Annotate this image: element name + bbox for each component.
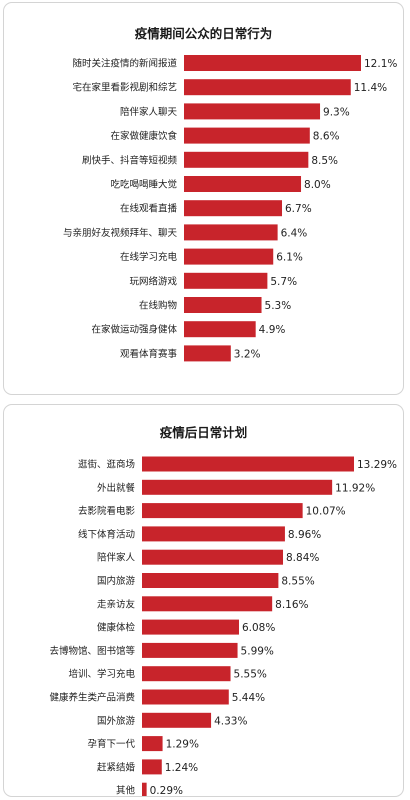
value-label: 6.1% — [276, 252, 303, 264]
bar — [184, 272, 268, 289]
chart-title: 疫情期间公众的日常行为 — [134, 26, 273, 41]
value-label: 8.16% — [275, 599, 308, 611]
category-label: 赶紧结婚 — [97, 761, 136, 773]
value-label: 0.29% — [150, 785, 183, 796]
bar — [142, 712, 212, 728]
bar — [142, 526, 285, 542]
category-label: 健康体检 — [97, 622, 136, 634]
bar — [142, 736, 163, 752]
bar — [142, 456, 354, 472]
value-label: 9.3% — [323, 106, 350, 118]
category-label: 去影院看电影 — [78, 505, 136, 517]
bar — [184, 248, 274, 265]
category-label: 吃吃喝喝睡大觉 — [110, 179, 177, 191]
category-label: 孕育下一代 — [87, 738, 135, 750]
chart-panel-post-epidemic-plans: 疫情后日常计划 逛街、逛商场 13.29% 外出就餐 11.92% 去影院看电影 10.0… — [3, 404, 404, 797]
bar-chart-post-epidemic-plans: 逛街、逛商场 13.29% 外出就餐 11.92% 去影院看电影 10.07% 线下体育活动… — [49, 456, 397, 796]
value-label: 5.99% — [241, 645, 274, 657]
category-label: 在线学习充电 — [120, 251, 178, 263]
bar — [184, 224, 278, 241]
bar — [184, 151, 309, 168]
value-label: 4.33% — [214, 715, 247, 727]
bar — [142, 642, 238, 658]
value-label: 6.4% — [281, 227, 308, 239]
value-label: 8.96% — [288, 529, 321, 541]
category-label: 玩网络游戏 — [129, 275, 177, 287]
category-label: 在家做健康饮食 — [110, 130, 177, 142]
category-label: 国内旅游 — [97, 575, 136, 587]
value-label: 5.55% — [234, 669, 267, 681]
bar — [184, 103, 321, 120]
value-label: 11.92% — [335, 482, 375, 494]
bar — [142, 596, 273, 612]
bar — [184, 321, 256, 338]
category-label: 观看体育赛事 — [120, 348, 178, 360]
value-label: 6.08% — [242, 622, 275, 634]
bar-chart-daily-behavior: 随时关注疫情的新闻报道 12.1% 宅在家里看影视剧和综艺 11.4% 陪伴家人聊天 9.… — [63, 55, 397, 362]
bar — [184, 345, 231, 362]
value-label: 1.29% — [166, 739, 199, 751]
value-label: 10.07% — [306, 506, 346, 518]
category-label: 去博物馆、图书馆等 — [49, 645, 135, 657]
bar — [142, 503, 303, 519]
value-label: 8.55% — [281, 576, 314, 588]
category-label: 培训、学习充电 — [68, 668, 135, 680]
value-label: 8.84% — [286, 552, 319, 564]
value-label: 8.6% — [313, 131, 340, 143]
bar — [184, 127, 310, 144]
category-label: 陪伴家人 — [97, 552, 136, 564]
category-label: 陪伴家人聊天 — [120, 106, 178, 118]
category-label: 走亲访友 — [97, 598, 136, 610]
value-label: 4.9% — [259, 324, 286, 336]
category-label: 与亲朋好友视频拜年、聊天 — [63, 227, 178, 239]
category-label: 其他 — [116, 785, 136, 796]
category-label: 在家做运动强身健体 — [91, 324, 177, 336]
value-label: 12.1% — [364, 58, 397, 70]
category-label: 宅在家里看影视剧和综艺 — [72, 82, 177, 94]
bar — [184, 297, 262, 313]
bar — [142, 573, 279, 588]
value-label: 5.7% — [270, 276, 297, 288]
category-label: 刷快手、抖音等短视频 — [82, 154, 178, 166]
category-label: 逛街、逛商场 — [78, 459, 135, 471]
category-label: 健康养生类产品消费 — [49, 692, 135, 704]
bar — [142, 479, 333, 495]
category-label: 外出就餐 — [97, 482, 136, 494]
value-label: 13.29% — [357, 459, 397, 471]
category-label: 在线观看直播 — [120, 203, 178, 215]
value-label: 1.24% — [165, 762, 198, 774]
value-label: 8.0% — [304, 179, 331, 191]
bar — [142, 666, 231, 682]
value-label: 6.7% — [285, 203, 312, 215]
value-label: 3.2% — [234, 348, 261, 360]
chart-panel-daily-behavior: 疫情期间公众的日常行为 随时关注疫情的新闻报道 12.1% 宅在家里看影视剧和综艺 1… — [3, 2, 404, 395]
value-label: 8.5% — [311, 155, 338, 167]
value-label: 11.4% — [354, 82, 387, 94]
bar — [142, 782, 147, 796]
category-label: 随时关注疫情的新闻报道 — [72, 58, 177, 70]
bar — [142, 759, 162, 775]
bar — [142, 549, 284, 565]
bar — [142, 619, 239, 635]
bar — [142, 689, 229, 705]
bar — [184, 200, 283, 217]
bar — [184, 79, 351, 96]
value-label: 5.44% — [232, 692, 265, 704]
category-label: 国外旅游 — [97, 715, 136, 727]
chart-title: 疫情后日常计划 — [159, 425, 248, 440]
value-label: 5.3% — [265, 300, 292, 312]
bar — [184, 176, 302, 192]
bar — [184, 55, 361, 71]
category-label: 线下体育活动 — [78, 528, 135, 540]
category-label: 在线购物 — [139, 300, 178, 312]
